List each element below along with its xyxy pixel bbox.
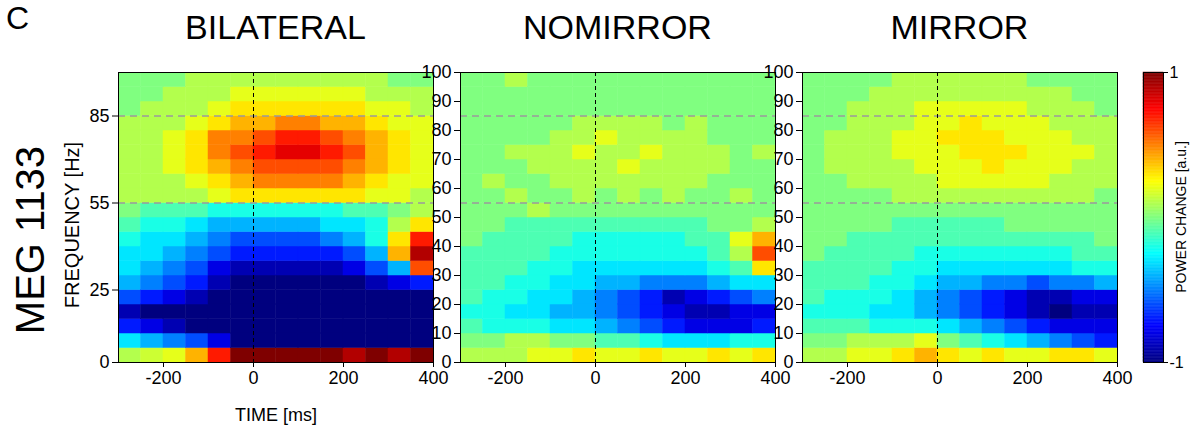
svg-text:-200: -200 [829,368,865,388]
svg-text:-1: -1 [1170,354,1184,371]
svg-text:200: 200 [328,368,358,388]
svg-text:80: 80 [773,120,793,140]
svg-text:0: 0 [99,352,109,372]
svg-text:85: 85 [89,106,109,126]
svg-text:0: 0 [590,368,600,388]
svg-text:TIME [ms]: TIME [ms] [235,405,317,425]
svg-text:90: 90 [773,91,793,111]
svg-text:50: 50 [431,207,451,227]
svg-text:-200: -200 [145,368,181,388]
svg-text:1: 1 [1170,64,1179,81]
svg-text:90: 90 [431,91,451,111]
svg-text:400: 400 [1102,368,1132,388]
svg-text:55: 55 [89,193,109,213]
html-text:BILATERAL: BILATERAL [185,8,366,46]
svg-text:30: 30 [431,265,451,285]
svg-text:0: 0 [932,368,942,388]
svg-text:70: 70 [431,149,451,169]
svg-text:20: 20 [431,294,451,314]
svg-text:20: 20 [773,294,793,314]
svg-text:400: 400 [760,368,791,389]
svg-text:100: 100 [763,62,793,82]
svg-text:100: 100 [421,62,451,82]
svg-text:30: 30 [773,265,793,285]
svg-text:0: 0 [248,368,258,388]
svg-text:0: 0 [441,352,451,372]
html-text:C: C [6,0,30,36]
html-text:MEG 1133: MEG 1133 [7,145,52,335]
svg-text:40: 40 [431,236,451,256]
html-text:NOMIRROR: NOMIRROR [523,8,712,46]
svg-text:10: 10 [773,323,793,343]
html-text:FREQUENCY [Hz]: FREQUENCY [Hz] [60,141,83,309]
svg-text:60: 60 [431,178,451,198]
svg-text:25: 25 [89,280,109,300]
html-text:MIRROR: MIRROR [890,8,1029,46]
svg-text:200: 200 [670,368,700,388]
svg-text:-200: -200 [487,368,523,388]
svg-text:0: 0 [783,352,793,372]
svg-text:50: 50 [773,207,793,227]
svg-text:400: 400 [418,368,449,389]
svg-text:40: 40 [773,236,793,256]
svg-text:10: 10 [431,323,451,343]
svg-text:200: 200 [1012,368,1042,388]
svg-text:70: 70 [773,149,793,169]
svg-text:60: 60 [773,178,793,198]
svg-text:80: 80 [431,120,451,140]
html-text:POWER CHANGE [a.u.]: POWER CHANGE [a.u.] [1173,141,1189,293]
